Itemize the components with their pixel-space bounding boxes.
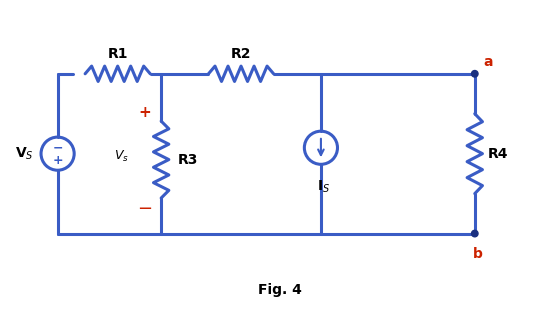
Text: R3: R3: [178, 153, 198, 166]
Text: a: a: [484, 55, 493, 69]
Text: −: −: [137, 200, 152, 218]
Text: R1: R1: [107, 47, 128, 61]
Text: −: −: [53, 141, 63, 154]
Text: R2: R2: [231, 47, 252, 61]
Text: V$_S$: V$_S$: [15, 145, 34, 162]
Text: b: b: [473, 247, 482, 260]
Circle shape: [471, 230, 478, 237]
Circle shape: [471, 71, 478, 77]
Text: I$_S$: I$_S$: [318, 178, 330, 195]
Text: +: +: [138, 105, 151, 120]
Text: +: +: [53, 154, 63, 167]
Text: R4: R4: [488, 147, 508, 161]
Text: $V_s$: $V_s$: [113, 149, 129, 164]
Text: Fig. 4: Fig. 4: [258, 283, 301, 297]
